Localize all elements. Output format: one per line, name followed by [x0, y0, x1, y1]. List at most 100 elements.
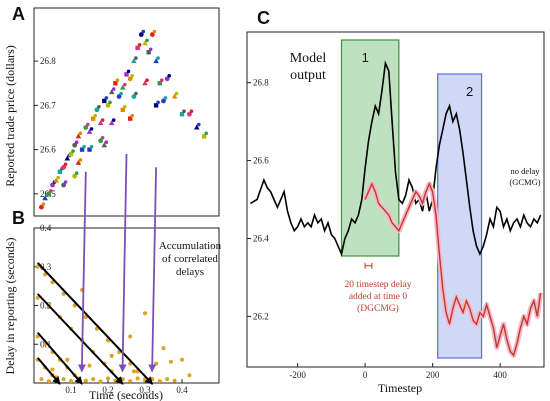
chart-b-point: [128, 334, 133, 339]
chart-c: 1 2 26.2 26.4 26.6 26.8 -200 0 200 400 Model out…: [246, 31, 545, 395]
panel-letter-c: C: [257, 8, 270, 28]
panel-letter-a: A: [12, 4, 25, 24]
chart-a-point: [91, 116, 96, 121]
chart-a-point: [102, 98, 107, 104]
chart-b-annotation-line2: of correlated: [162, 253, 218, 265]
chart-c-xtick-label: 400: [493, 370, 507, 380]
chart-a-point: [134, 56, 138, 60]
chart-a-point: [72, 142, 78, 148]
chart-a-point: [105, 102, 111, 108]
chart-c-xtick-label: 200: [426, 370, 440, 380]
chart-a-ytick-label: 26.7: [40, 100, 56, 110]
chart-a-point: [141, 29, 146, 34]
chart-a-point: [108, 120, 115, 126]
chart-b-point: [168, 359, 173, 364]
chart-a-point: [124, 72, 129, 77]
chart-b-trend-line: [36, 262, 154, 385]
chart-a-point: [134, 91, 138, 96]
no-delay-label-line1: no delay: [510, 166, 540, 176]
chart-a-point: [204, 131, 208, 136]
chart-a-point: [101, 142, 108, 148]
chart-b-point: [69, 379, 73, 384]
chart-b-point: [180, 357, 184, 362]
chart-a-point: [142, 40, 148, 46]
chart-a-point: [113, 81, 118, 86]
chart-a-point: [108, 100, 112, 105]
chart-a-point: [153, 58, 159, 64]
chart-a-point: [49, 189, 53, 193]
chart-b: 0.10.20.30.40.10.20.30.4 Delay in report…: [3, 223, 222, 401]
chart-a-point: [119, 91, 123, 96]
chart-a-point: [71, 149, 75, 153]
chart-a-point: [146, 50, 151, 55]
chart-a-point: [157, 81, 162, 86]
chart-b-point: [106, 376, 110, 381]
chart-b-points: [35, 264, 192, 384]
chart-b-point: [172, 378, 177, 383]
chart-c-series: [249, 60, 544, 358]
chart-a-point: [75, 133, 82, 139]
connector-arrow: [77, 171, 87, 373]
chart-b-point: [143, 311, 147, 316]
chart-a-point: [189, 109, 194, 114]
chart-a-ytick-label: 26.6: [40, 145, 56, 155]
chart-a-point: [89, 127, 94, 131]
chart-b-point: [109, 353, 114, 358]
chart-a-point: [161, 98, 166, 104]
chart-a-point: [98, 138, 103, 144]
chart-a-point: [148, 47, 153, 52]
chart-a-point: [104, 140, 109, 144]
chart-b-ytick-label: 0.3: [40, 262, 52, 272]
chart-a-point: [171, 93, 178, 99]
chart-a-point: [142, 80, 148, 86]
chart-a-point: [152, 29, 157, 34]
delay-label-line1: 20 timestep delay: [344, 280, 411, 290]
chart-a-y-ticks: 26.526.626.726.8: [34, 56, 56, 199]
chart-b-point: [187, 373, 192, 378]
chart-b-point: [165, 377, 170, 382]
chart-b-point: [72, 303, 77, 308]
chart-a-point: [126, 69, 131, 74]
chart-b-xlabel: Time (seconds): [89, 388, 163, 401]
chart-a-point: [56, 175, 60, 180]
chart-a-point: [145, 38, 149, 43]
chart-a-point: [57, 169, 63, 174]
delay-window-bracket: [364, 262, 373, 269]
chart-b-point: [35, 334, 40, 339]
chart-a-point: [50, 182, 55, 188]
connector-arrows: [77, 154, 157, 373]
chart-a-point: [131, 94, 137, 99]
chart-b-xtick-label: 0.3: [139, 385, 151, 395]
chart-c-ticks: 26.2 26.4 26.6 26.8 -200 0 200 400: [247, 78, 507, 380]
chart-a-point: [100, 118, 105, 122]
chart-a-point: [86, 128, 93, 134]
chart-a-point: [72, 173, 78, 179]
chart-a-point: [61, 164, 66, 170]
chart-a-point: [153, 103, 159, 108]
chart-a: 26.526.626.726.8 Reported trade price (d…: [3, 7, 220, 217]
chart-b-point: [35, 264, 40, 269]
chart-a-point: [78, 131, 83, 136]
chart-b-point: [61, 291, 66, 296]
chart-a-point: [137, 43, 142, 47]
chart-c-xtick-label: -200: [289, 370, 306, 380]
chart-b-trend-line: [36, 293, 124, 385]
chart-a-point: [53, 177, 59, 183]
chart-a-point: [42, 195, 48, 201]
chart-a-point: [97, 120, 104, 126]
chart-b-xtick-label: 0.1: [65, 385, 76, 395]
chart-a-point: [174, 91, 179, 96]
chart-a-point: [156, 100, 160, 105]
chart-b-point: [120, 377, 125, 382]
chart-c-series-delay: [364, 182, 542, 357]
chart-a-point: [75, 159, 82, 165]
chart-a-point: [63, 180, 68, 184]
chart-a-point: [97, 104, 101, 109]
chart-b-point: [135, 376, 140, 381]
chart-c-region-box: [437, 73, 483, 359]
chart-a-point: [108, 89, 115, 95]
chart-a-point: [74, 171, 79, 175]
panel-letter-b: B: [12, 208, 25, 228]
chart-a-point: [130, 113, 134, 118]
